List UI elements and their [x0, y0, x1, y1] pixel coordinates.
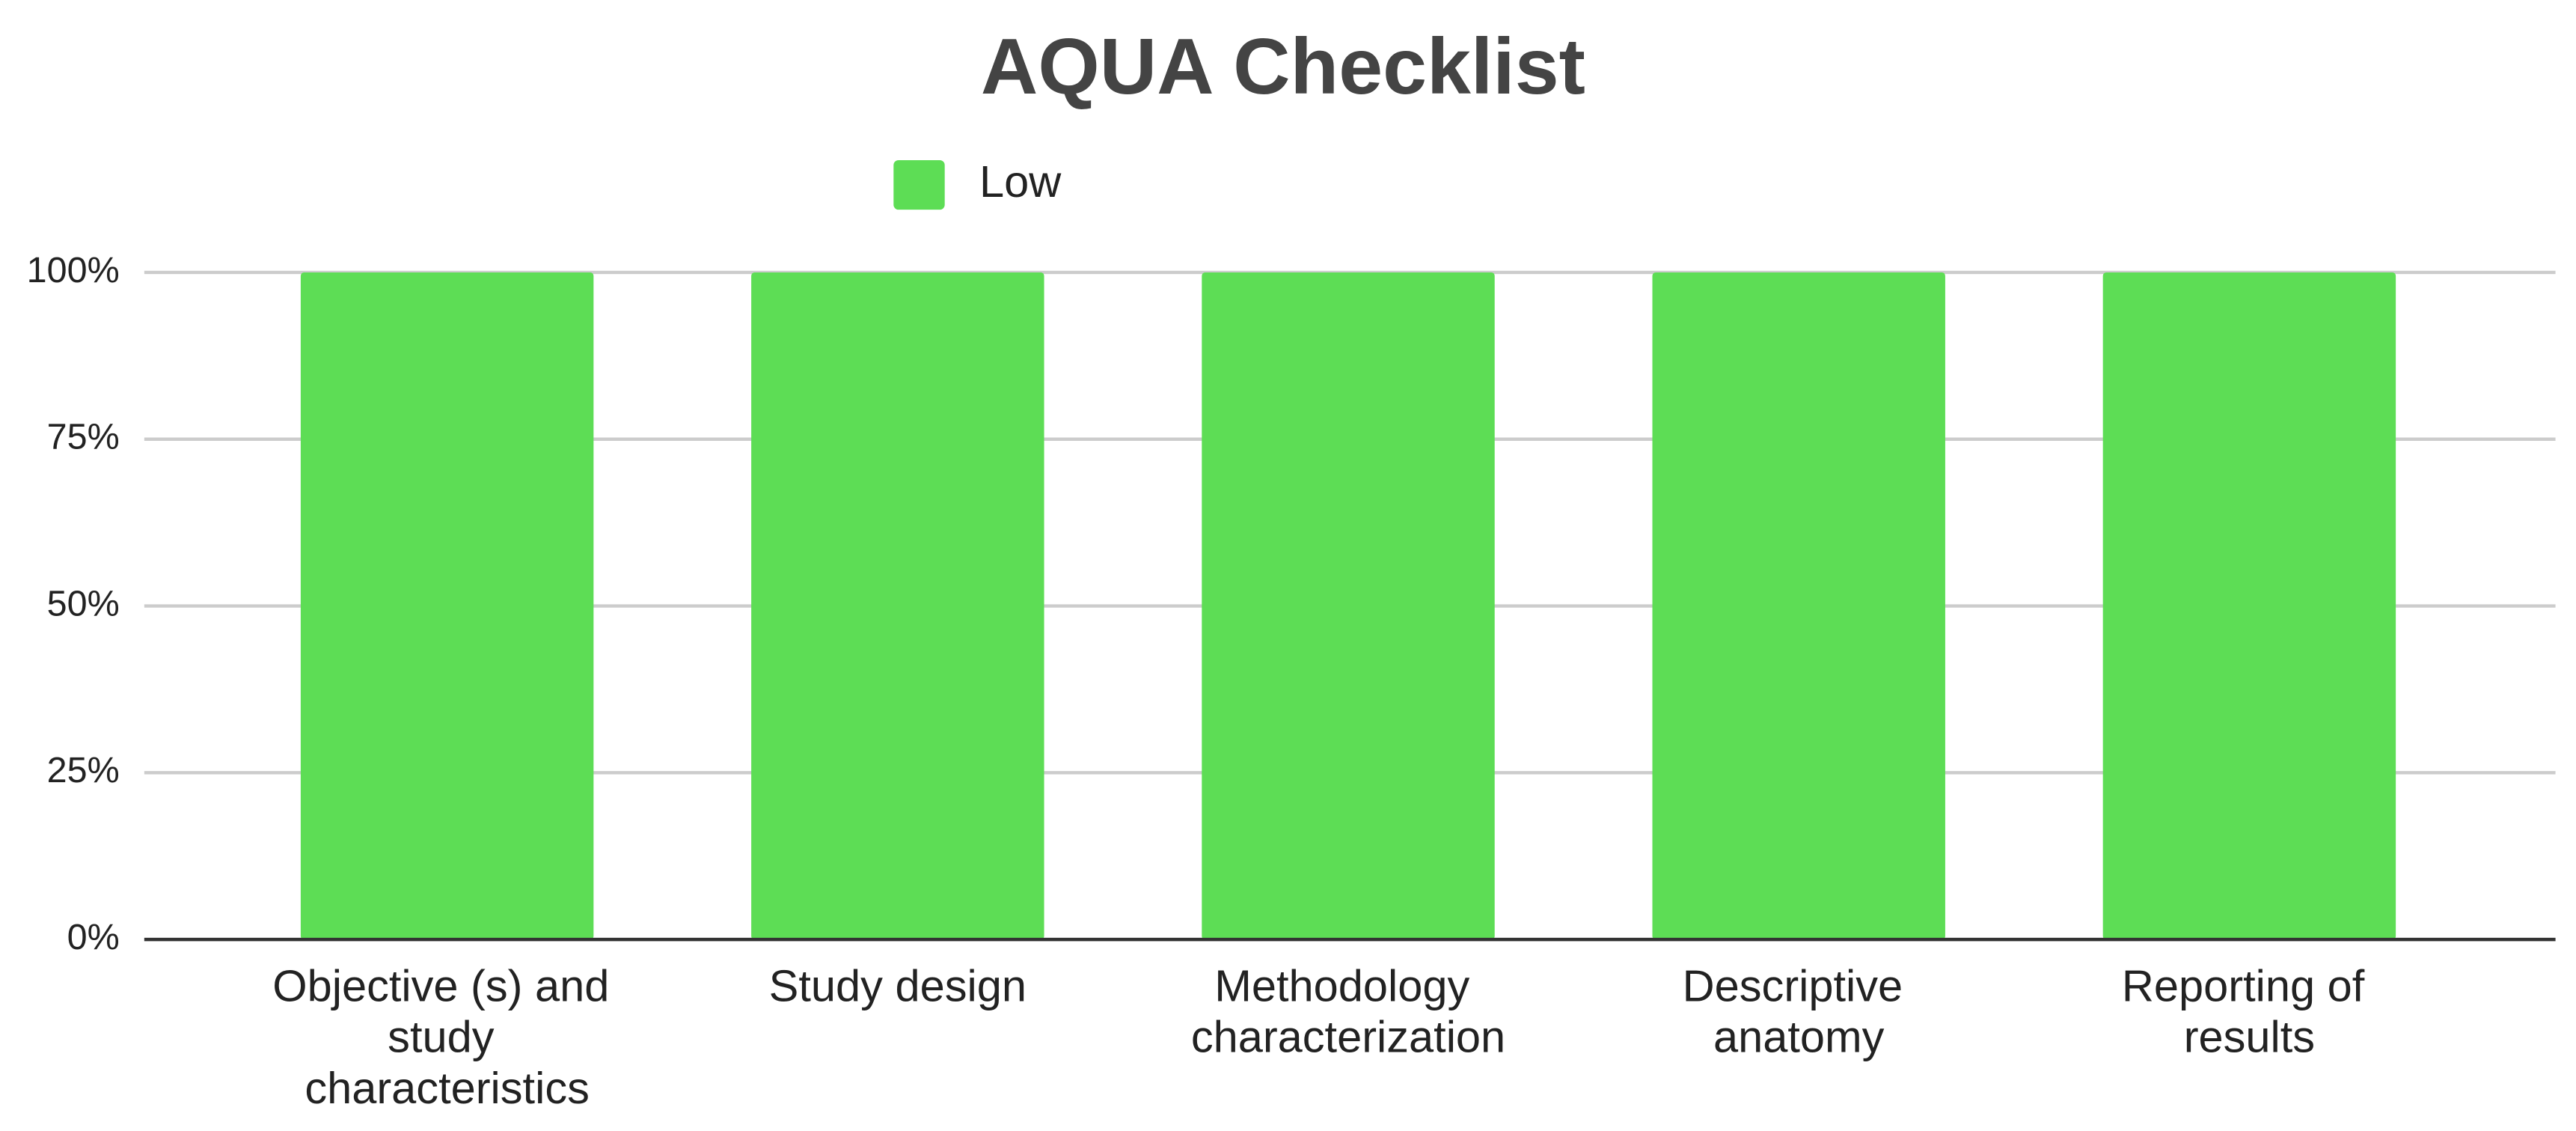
y-tick-label: 75% [47, 417, 120, 457]
chart-title: AQUA Checklist [981, 22, 1585, 111]
x-tick-label: Study design [769, 960, 1027, 1010]
y-tick-label: 50% [47, 583, 120, 624]
y-tick-label: 25% [47, 750, 120, 790]
x-tick-label: Methodology characterization [1191, 960, 1505, 1061]
y-tick-label: 100% [27, 250, 120, 290]
bar [2102, 272, 2396, 940]
y-tick-label: 0% [67, 917, 120, 957]
legend-swatch [893, 159, 945, 210]
legend-label: Low [979, 156, 1062, 207]
bar [751, 272, 1044, 940]
bar [300, 272, 594, 940]
x-tick-label: Descriptive anatomy [1683, 960, 1915, 1061]
x-tick-label: Reporting of results [2122, 960, 2377, 1061]
x-tick-label: Objective (s) and study characteristics [272, 960, 622, 1113]
bar [1652, 272, 1945, 940]
bar [1202, 272, 1495, 940]
